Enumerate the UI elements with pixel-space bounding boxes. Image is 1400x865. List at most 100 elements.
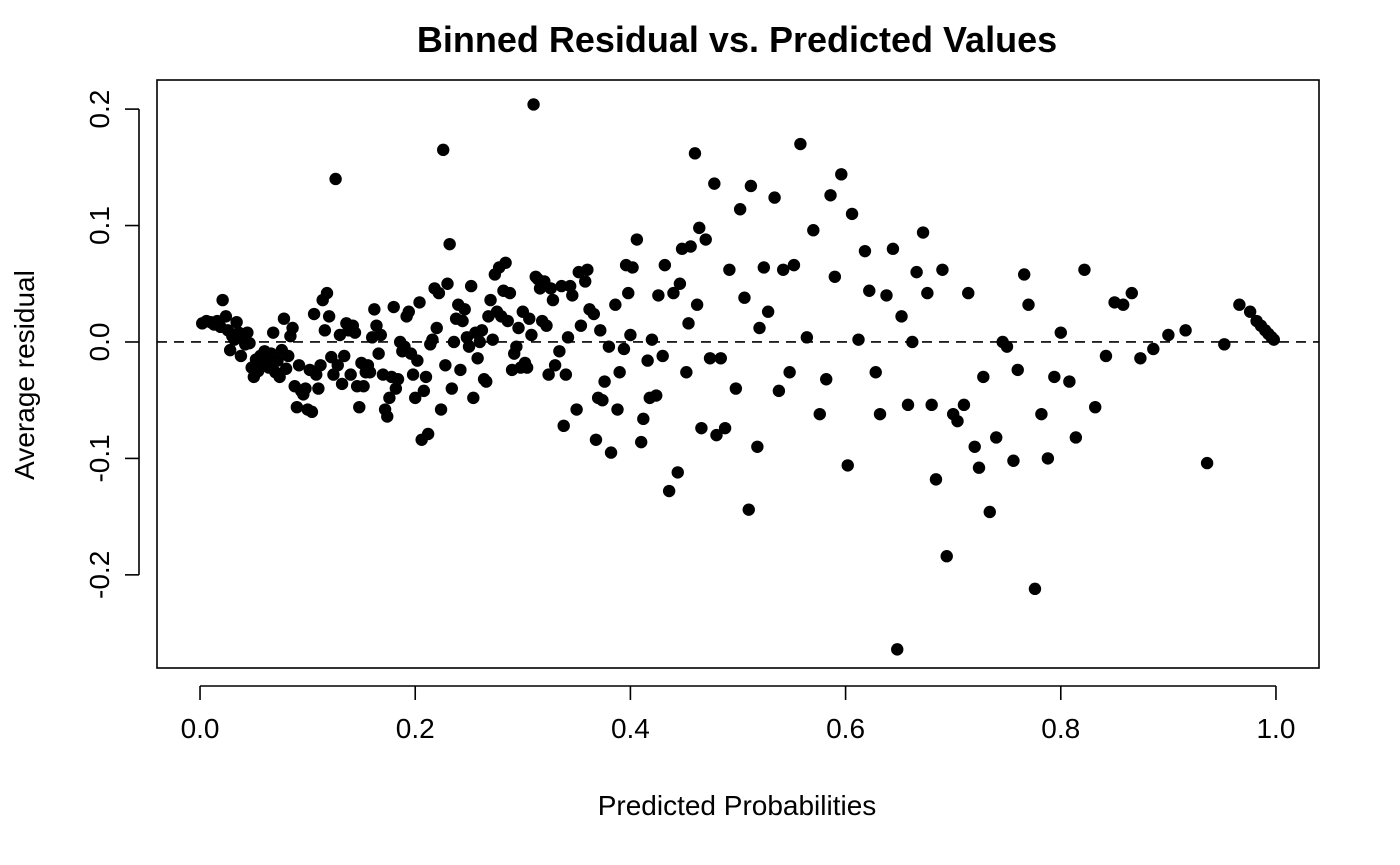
data-point bbox=[744, 179, 758, 193]
data-point bbox=[1054, 326, 1067, 339]
data-point bbox=[411, 354, 424, 367]
data-point bbox=[443, 237, 456, 251]
data-point bbox=[662, 484, 676, 498]
data-point bbox=[299, 382, 312, 395]
data-point bbox=[910, 265, 923, 279]
data-point bbox=[548, 359, 562, 372]
data-point bbox=[454, 363, 467, 377]
data-point bbox=[344, 368, 357, 381]
data-point bbox=[617, 342, 631, 356]
data-point bbox=[413, 296, 426, 309]
data-point bbox=[322, 310, 336, 323]
data-point bbox=[957, 398, 971, 412]
data-point bbox=[540, 319, 553, 332]
data-point bbox=[929, 473, 943, 486]
data-point bbox=[348, 326, 362, 339]
data-point bbox=[776, 263, 790, 276]
data-point bbox=[650, 389, 663, 402]
points-layer bbox=[195, 98, 1281, 656]
data-point bbox=[951, 414, 964, 428]
data-point bbox=[1125, 286, 1138, 300]
data-point bbox=[409, 391, 422, 405]
data-point bbox=[708, 177, 721, 190]
data-point bbox=[510, 340, 523, 353]
data-point bbox=[1147, 342, 1160, 356]
data-point bbox=[523, 312, 536, 325]
data-point bbox=[1233, 298, 1246, 311]
data-point bbox=[312, 382, 325, 395]
data-point bbox=[807, 224, 820, 237]
x-tick-label: 0.0 bbox=[181, 713, 220, 744]
data-point bbox=[484, 293, 497, 307]
data-point bbox=[1267, 333, 1281, 346]
data-point bbox=[1063, 375, 1076, 388]
data-point bbox=[1041, 452, 1055, 465]
data-point bbox=[667, 286, 680, 300]
data-point bbox=[916, 226, 930, 239]
data-point bbox=[574, 319, 588, 332]
axes-layer: 0.0 0.2 0.4 0.6 0.8 1.0 -0.2 -0.1 0.0 0.1 0.2 bbox=[84, 90, 1319, 744]
data-point bbox=[1007, 454, 1020, 467]
data-point bbox=[544, 282, 557, 295]
data-point bbox=[729, 382, 743, 395]
data-point bbox=[634, 435, 648, 449]
data-point bbox=[421, 427, 435, 441]
data-point bbox=[1048, 370, 1061, 384]
data-point bbox=[645, 333, 659, 346]
data-point bbox=[656, 349, 669, 363]
data-point bbox=[682, 317, 695, 330]
data-point bbox=[292, 359, 306, 372]
data-point bbox=[977, 370, 990, 384]
data-point bbox=[841, 459, 854, 472]
data-point bbox=[751, 440, 764, 453]
data-point bbox=[1099, 349, 1113, 363]
data-point bbox=[223, 343, 237, 357]
data-point bbox=[467, 391, 480, 405]
data-point bbox=[940, 550, 953, 563]
data-point bbox=[891, 643, 904, 656]
data-point bbox=[447, 335, 461, 349]
data-point bbox=[972, 461, 986, 474]
data-point bbox=[1218, 338, 1231, 351]
data-point bbox=[243, 336, 256, 350]
data-point bbox=[475, 324, 489, 337]
data-point bbox=[383, 391, 396, 405]
y-axis-label: Average residual bbox=[9, 270, 40, 480]
data-point bbox=[389, 382, 403, 395]
data-point bbox=[824, 189, 837, 202]
data-point bbox=[445, 382, 459, 395]
data-point bbox=[652, 289, 665, 302]
data-point bbox=[290, 400, 304, 414]
data-point bbox=[555, 279, 568, 293]
data-point bbox=[813, 407, 826, 421]
data-point bbox=[329, 172, 342, 186]
data-point bbox=[983, 505, 996, 519]
x-tick-label: 1.0 bbox=[1256, 713, 1295, 744]
data-point bbox=[845, 207, 859, 221]
y-tick-label: -0.1 bbox=[84, 434, 115, 482]
data-point bbox=[307, 307, 321, 321]
data-point bbox=[641, 354, 654, 367]
data-point bbox=[542, 368, 555, 381]
data-point bbox=[925, 398, 938, 412]
x-axis-label: Predicted Probabilities bbox=[598, 790, 877, 821]
data-point bbox=[486, 333, 499, 346]
data-point bbox=[895, 310, 908, 323]
data-point bbox=[335, 377, 349, 391]
data-point bbox=[800, 331, 814, 344]
data-point bbox=[557, 419, 570, 433]
data-point bbox=[1011, 363, 1024, 377]
data-point bbox=[464, 279, 478, 293]
data-point bbox=[695, 421, 708, 435]
data-point bbox=[1089, 400, 1102, 414]
data-point bbox=[990, 431, 1003, 444]
plot-frame bbox=[156, 79, 1320, 669]
data-point bbox=[1243, 305, 1257, 318]
data-point bbox=[570, 403, 583, 416]
data-point bbox=[441, 277, 454, 290]
data-point bbox=[723, 263, 736, 276]
data-point bbox=[480, 375, 493, 388]
data-point bbox=[1017, 268, 1031, 281]
data-point bbox=[436, 143, 450, 157]
data-point bbox=[310, 368, 323, 381]
